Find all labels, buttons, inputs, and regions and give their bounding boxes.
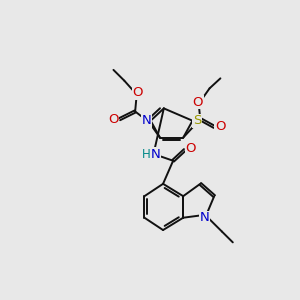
Text: O: O [108, 113, 119, 126]
Text: O: O [132, 86, 143, 100]
Text: O: O [215, 120, 226, 134]
Text: H: H [142, 148, 150, 161]
Text: N: N [200, 211, 210, 224]
Text: O: O [193, 96, 203, 109]
Text: O: O [186, 142, 196, 155]
Text: N: N [142, 114, 152, 127]
Text: N: N [150, 148, 160, 161]
Text: S: S [193, 114, 201, 127]
